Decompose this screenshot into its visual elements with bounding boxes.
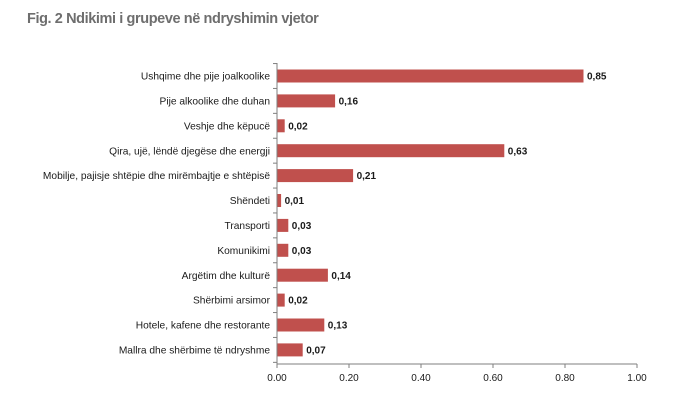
bar [277, 293, 285, 307]
value-label: 0,21 [357, 171, 377, 182]
value-label: 0,85 [587, 72, 607, 83]
category-label: Mobilje, pajisje shtëpie dhe mirëmbajtje… [43, 171, 270, 182]
x-tick-label: 0.00 [267, 373, 287, 384]
bar [277, 243, 289, 257]
category-label: Ushqime dhe pije joalkoolike [141, 72, 270, 83]
category-label: Mallra dhe shërbime të ndryshme [119, 346, 271, 357]
bar [277, 119, 285, 133]
value-label: 0,01 [285, 196, 305, 207]
x-tick-label: 0.80 [555, 373, 575, 384]
category-label: Argëtim dhe kulturë [182, 271, 271, 282]
x-tick-label: 0.20 [339, 373, 359, 384]
bar [277, 144, 505, 158]
bar [277, 218, 289, 232]
category-label: Veshje dhe këpucë [184, 121, 270, 132]
chart-title: Fig. 2 Ndikimi i grupeve në ndryshimin v… [27, 11, 319, 27]
bar [277, 318, 325, 332]
axis-layer [273, 63, 638, 368]
bar [277, 94, 336, 108]
category-label: Transporti [225, 221, 270, 232]
value-label: 0,63 [508, 146, 528, 157]
category-label: Qira, ujë, lëndë djegëse dhe energji [109, 146, 270, 157]
value-label: 0,07 [306, 346, 326, 357]
value-label: 0,03 [292, 221, 312, 232]
value-label: 0,14 [331, 271, 351, 282]
category-label: Pije alkoolike dhe duhan [160, 97, 270, 108]
x-tick-label: 1.00 [627, 373, 647, 384]
x-tick-label: 0.40 [411, 373, 431, 384]
labels-layer: 0.00 0.20 0.40 0.60 0.80 1.00 Ushqime dhe pije… [43, 72, 647, 384]
bars-layer [277, 69, 584, 357]
category-label: Shërbimi arsimor [193, 296, 271, 307]
category-label: Hotele, kafene dhe restorante [136, 321, 271, 332]
bar [277, 268, 328, 282]
bar [277, 169, 354, 183]
value-label: 0,13 [328, 321, 348, 332]
bar [277, 69, 584, 83]
category-label: Komunikimi [217, 246, 270, 257]
value-label: 0,02 [288, 121, 308, 132]
bar [277, 343, 303, 357]
bar [277, 194, 282, 207]
value-label: 0,16 [339, 97, 359, 108]
value-label: 0,02 [288, 296, 308, 307]
value-label: 0,03 [292, 246, 312, 257]
x-tick-label: 0.60 [483, 373, 503, 384]
category-label: Shëndeti [230, 196, 270, 207]
